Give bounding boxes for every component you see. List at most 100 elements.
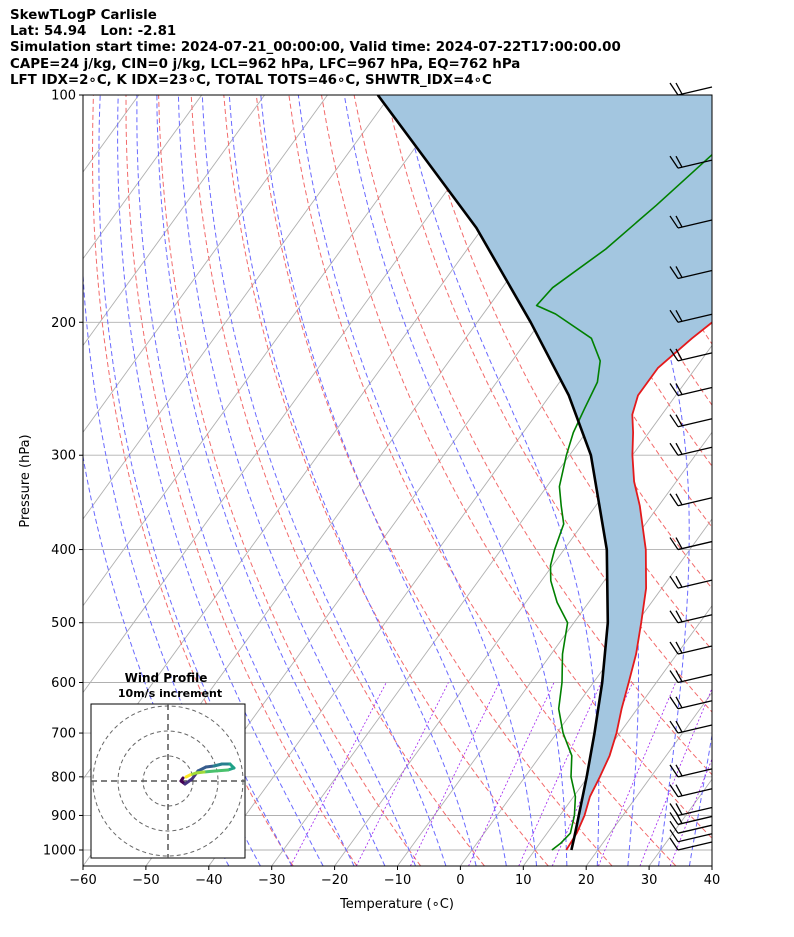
dry-adiabat	[190, 95, 485, 866]
time-line: Simulation start time: 2024-07-21_00:00:…	[10, 40, 621, 56]
x-tick-label: −60	[69, 873, 96, 888]
wind-barb	[669, 829, 713, 843]
wind-barb-flag	[669, 829, 679, 843]
dry-adiabat	[158, 95, 422, 866]
isotherm-line	[522, 604, 712, 866]
moist-adiabat	[156, 95, 386, 866]
wind-barb	[669, 493, 713, 507]
isotherm-line	[585, 691, 712, 866]
wind-barb-flag	[669, 641, 679, 655]
wind-barb-flag	[669, 383, 679, 396]
x-tick-label: −10	[384, 873, 411, 888]
moist-adiabat	[228, 95, 477, 866]
wind-barb-shaft	[677, 386, 713, 397]
wind-barb-flag	[675, 641, 683, 654]
dry-adiabat	[778, 95, 794, 866]
wind-barb	[669, 575, 713, 589]
wind-barb-flag	[669, 720, 679, 734]
dry-adiabat	[386, 95, 712, 713]
moist-adiabat	[117, 95, 324, 866]
wind-barb-flag	[675, 764, 683, 777]
inset-subtitle: 10m/s increment	[118, 687, 222, 700]
inset-title: Wind Profile	[125, 671, 208, 685]
wind-barb	[669, 383, 713, 397]
moist-adiabat	[401, 95, 600, 866]
wind-barb-flag	[669, 493, 679, 507]
y-tick-label: 700	[51, 727, 76, 742]
wind-barb	[669, 82, 713, 96]
parcel-profile	[376, 95, 610, 851]
mixing-ratio-line	[639, 687, 712, 866]
moist-adiabat	[201, 95, 447, 866]
wind-barb-layer	[669, 82, 713, 851]
wind-barb-flag	[675, 537, 683, 549]
wind-barb	[669, 155, 713, 169]
wind-barb-flag	[669, 266, 679, 279]
mixing-ratio-line	[669, 757, 712, 866]
wind-barb	[669, 720, 713, 734]
x-tick-label: 20	[578, 873, 595, 888]
wind-barb	[669, 309, 713, 323]
profile-layer	[376, 95, 712, 851]
wind-barb-flag	[669, 670, 679, 683]
wind-barb-shaft	[677, 673, 713, 684]
isotherm-line	[775, 95, 794, 866]
wind-barb-flag	[669, 155, 679, 169]
location-line: Lat: 54.94 Lon: -2.81	[10, 24, 177, 40]
wind-barb-flag	[675, 266, 683, 278]
wind-barb-flag	[669, 82, 679, 96]
dry-adiabat	[713, 95, 794, 866]
wind-barb-flag	[675, 670, 683, 682]
wind-barb-shaft	[677, 86, 713, 96]
wind-profile-inset: Wind Profile 10m/s increment	[90, 671, 246, 859]
moist-adiabat	[720, 95, 794, 866]
moist-adiabat	[297, 95, 538, 866]
isotherm-line	[83, 95, 203, 260]
mixing-ratio-line	[468, 682, 555, 866]
isotherm-line	[460, 518, 712, 866]
x-axis-label: Temperature (∘C)	[339, 897, 454, 912]
wind-barb-flag	[675, 720, 683, 733]
wind-barb-shaft	[677, 418, 713, 428]
dry-adiabat	[353, 95, 712, 776]
wind-barb-flag	[675, 610, 683, 623]
wind-barb-flag	[669, 348, 679, 362]
wind-barb-flag	[669, 414, 679, 428]
x-tick-label: 40	[704, 873, 721, 888]
wind-barb	[669, 610, 713, 624]
wind-barb-shaft	[677, 833, 713, 843]
wind-barb-shaft	[677, 700, 713, 710]
x-tick-label: −40	[195, 873, 222, 888]
wind-barb	[669, 442, 713, 456]
y-tick-label: 1000	[43, 844, 76, 859]
wind-barb-flag	[675, 348, 683, 361]
moist-adiabat	[177, 95, 416, 866]
wind-barb	[669, 764, 713, 778]
wind-barb-flag	[675, 82, 683, 95]
wind-barb-shaft	[677, 724, 713, 734]
wind-barb-shaft	[677, 497, 713, 507]
wind-barb	[669, 837, 713, 851]
wind-barb-flag	[669, 537, 679, 550]
dry-adiabat	[223, 95, 549, 866]
wind-barb	[669, 215, 713, 229]
x-tick-label: −20	[321, 873, 348, 888]
moist-adiabat	[136, 95, 355, 866]
inset-body	[91, 704, 245, 858]
wind-barb-flag	[669, 820, 679, 834]
moist-adiabat	[98, 95, 293, 866]
wind-barb-shaft	[677, 446, 713, 456]
wind-barb-flag	[675, 784, 683, 797]
wind-barb-flag	[669, 442, 679, 456]
isotherm-line	[0, 95, 13, 866]
wind-barb-shaft	[677, 768, 713, 778]
wind-barb-flag	[675, 309, 683, 322]
y-tick-label: 200	[51, 316, 76, 331]
mixing-ratio-line	[410, 682, 500, 866]
wind-barb	[669, 812, 713, 826]
wind-barb-flag	[669, 803, 679, 816]
wind-barb	[669, 348, 713, 362]
wind-barb-flag	[675, 442, 683, 455]
dry-adiabat	[255, 95, 613, 866]
y-tick-label: 800	[51, 770, 76, 785]
